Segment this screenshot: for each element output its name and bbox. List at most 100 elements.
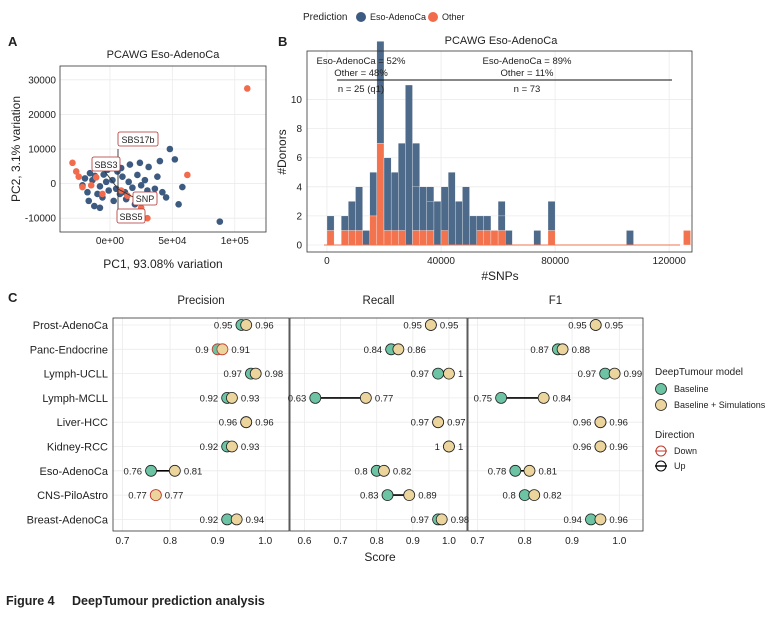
b-bar-eso-11 <box>405 84 413 246</box>
c-point-simulations-0-6 <box>168 464 181 477</box>
c-label-high-2-6: 0.81 <box>538 466 557 477</box>
arrow-snp <box>117 188 136 199</box>
c-label-low-1-6: 0.8 <box>354 466 367 477</box>
facet-recall: Recall 0.6 0.7 0.8 0.9 1.0 0.95 0.95 0.84 0.86 0.9… <box>288 295 469 547</box>
c-point-simulations-1-8 <box>435 513 448 526</box>
c-label-low-2-3: 0.75 <box>474 393 493 404</box>
c-label-high-0-2: 0.98 <box>265 369 284 380</box>
c-point-simulations-2-2 <box>608 367 621 380</box>
legend-other-swatch <box>428 12 438 22</box>
legend-eso-swatch <box>356 12 366 22</box>
c-xtick-label-2-0: 0.7 <box>471 536 485 547</box>
c-point-simulations-0-3 <box>226 391 238 404</box>
c-label-high-1-3: 0.77 <box>375 393 394 404</box>
b-bar-other-6 <box>369 215 378 246</box>
c-label-high-2-2: 0.99 <box>624 369 643 380</box>
b-xtick-label-0: 0 <box>324 256 330 267</box>
b-bar-other-x11 <box>547 230 556 246</box>
c-point-simulations-2-0 <box>589 319 602 331</box>
c-label-high-2-8: 0.96 <box>609 515 628 526</box>
c-point-simulations-1-2 <box>443 367 455 380</box>
c-point-baseline-1-7 <box>381 489 394 502</box>
c-point-simulations-0-0 <box>240 319 253 331</box>
panel-b-annotations: Eso-AdenoCa = 52% Other = 48% n = 25 (q1… <box>317 56 672 95</box>
a-xtick-label-2: 1e+05 <box>221 236 250 247</box>
c-label-low-1-1: 0.84 <box>364 345 383 356</box>
c-xtick-label-0-2: 0.9 <box>211 536 225 547</box>
c-label-low-0-7: 0.77 <box>128 491 147 502</box>
c-label-high-0-7: 0.77 <box>165 491 184 502</box>
panel-c-xlabel: Score <box>364 550 396 564</box>
b-bar-other-7 <box>376 143 385 246</box>
b-bar-other-0 <box>326 230 335 246</box>
a-point-eso-21 <box>159 188 166 196</box>
c-label-low-1-2: 0.97 <box>411 369 430 380</box>
b-bar-eso-3 <box>348 201 356 231</box>
panel-c-dumbbell: C Prost-AdenoCa Panc-Endocrine Lymph-UCLL L… <box>8 290 766 564</box>
a-point-eso-0 <box>81 175 89 182</box>
a-point-eso-30 <box>110 197 117 205</box>
a-point-other-11 <box>72 168 80 175</box>
c-label-high-2-4: 0.96 <box>609 418 628 429</box>
c-label-high-1-2: 1 <box>458 369 463 380</box>
c-label-high-0-3: 0.93 <box>241 393 260 404</box>
b-bar-eso-17 <box>448 172 456 246</box>
label-sbs3: SBS3 <box>94 160 117 170</box>
c-xtick-label-2-1: 0.8 <box>518 536 532 547</box>
a-point-eso-7 <box>109 176 116 184</box>
b-bar-eso-19 <box>462 186 470 246</box>
direction-legend: Direction Down Up <box>655 430 697 472</box>
left-other-pct: Other = 48% <box>334 68 388 79</box>
a-point-other-3 <box>79 183 86 191</box>
c-label-high-2-3: 0.84 <box>553 393 572 404</box>
legend-down-label: Down <box>674 446 697 456</box>
b-bar-eso-x3 <box>426 201 435 231</box>
right-n: n = 73 <box>514 84 541 95</box>
a-ytick-label-1: 0 <box>50 179 56 190</box>
b-bar-eso-x10 <box>533 230 542 246</box>
b-bar-eso-20 <box>469 215 477 246</box>
category-label-cns-piloastro: CNS-PiloAstro <box>37 490 108 502</box>
label-box-sbs5 <box>116 208 146 224</box>
c-point-simulations-2-7 <box>528 489 541 502</box>
a-point-eso-36 <box>136 159 144 167</box>
b-bar-eso-x11 <box>547 201 556 231</box>
b-bar-eso-8 <box>383 157 392 231</box>
b-bar-other-x0 <box>390 230 399 246</box>
legend-simulations-swatch <box>655 399 667 411</box>
b-bar-eso-2 <box>341 215 349 231</box>
b-bar-other-x1 <box>412 230 420 246</box>
a-point-eso-19 <box>151 185 159 193</box>
c-point-simulations-1-1 <box>392 343 405 356</box>
category-label-prost-adenoca: Prost-AdenoCa <box>33 320 109 332</box>
c-xtick-label-0-3: 1.0 <box>258 536 272 547</box>
b-bar-other-x5 <box>476 230 484 246</box>
panel-c-letter: C <box>8 290 18 305</box>
a-point-eso-12 <box>125 178 132 186</box>
c-label-low-0-3: 0.92 <box>200 393 219 404</box>
b-bar-eso-18 <box>455 201 463 246</box>
b-bar-other-x2 <box>419 230 427 246</box>
c-point-simulations-2-5 <box>594 440 607 453</box>
a-ytick-label-4: 30000 <box>28 75 56 86</box>
a-point-other-6 <box>99 190 106 198</box>
c-point-simulations-1-3 <box>359 391 372 404</box>
c-label-low-2-8: 0.94 <box>563 515 582 526</box>
label-sbs5: SBS5 <box>119 212 142 222</box>
c-label-low-2-7: 0.8 <box>503 491 516 502</box>
c-xtick-label-1-0: 0.6 <box>297 536 311 547</box>
panel-b-frame <box>306 50 693 253</box>
c-point-simulations-0-2 <box>249 367 262 380</box>
b-bar-other-x6 <box>483 230 492 246</box>
c-label-low-1-4: 0.97 <box>411 418 430 429</box>
model-legend-title: DeepTumour model <box>655 367 743 378</box>
c-label-low-1-0: 0.95 <box>403 321 422 332</box>
a-point-eso-24 <box>84 188 91 196</box>
b-ytick-label-3: 6 <box>296 153 302 164</box>
b-bar-other-x7 <box>490 230 499 246</box>
c-xtick-label-0-0: 0.7 <box>116 536 130 547</box>
c-label-high-1-6: 0.82 <box>393 466 412 477</box>
a-point-eso-22 <box>162 194 170 201</box>
figure-caption: Figure 4 DeepTumour prediction analysis <box>6 594 265 608</box>
